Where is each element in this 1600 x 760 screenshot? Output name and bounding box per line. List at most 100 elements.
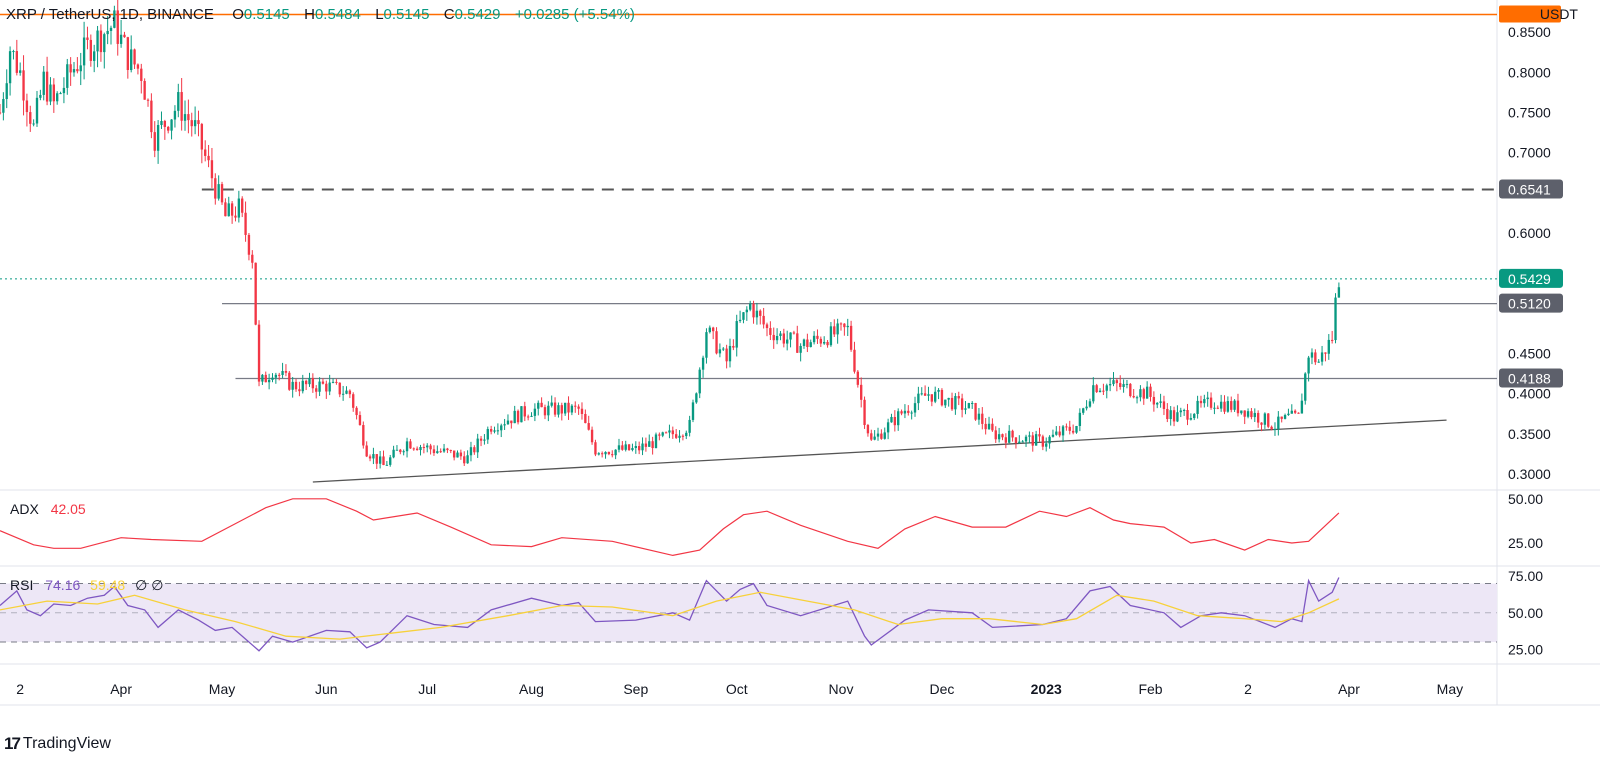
candle-body xyxy=(553,402,557,415)
candle-body xyxy=(604,451,607,455)
candle-body xyxy=(476,438,479,453)
candle-body xyxy=(116,10,119,44)
rsi-legend[interactable]: RSI 74.16 59.48 ∅ ∅ xyxy=(10,577,163,594)
candle-body xyxy=(463,456,466,464)
time-tick-2: May xyxy=(209,681,235,697)
candle-body xyxy=(1065,426,1068,428)
candle-body xyxy=(415,448,419,451)
candle-body xyxy=(1179,410,1182,413)
candle-body xyxy=(362,425,365,446)
candle-body xyxy=(849,325,853,350)
adx-legend[interactable]: ADX 42.05 xyxy=(10,501,86,517)
price-tick-1: 0.8000 xyxy=(1508,64,1551,80)
candle-body xyxy=(452,450,456,458)
candle-body xyxy=(621,445,624,450)
time-tick-9: Dec xyxy=(929,681,954,697)
candle-body xyxy=(987,423,991,430)
candle-body xyxy=(352,394,355,408)
candle-body xyxy=(981,413,984,424)
candle-body xyxy=(315,388,318,392)
candle-body xyxy=(597,453,600,455)
candle-body xyxy=(311,377,315,389)
candle-body xyxy=(1172,410,1176,422)
candle-body xyxy=(823,341,826,344)
candle-body xyxy=(1287,413,1290,416)
candle-body xyxy=(1219,401,1223,409)
candle-body xyxy=(812,335,816,343)
candle-body xyxy=(456,452,459,458)
candle-body xyxy=(1263,413,1267,425)
candle-body xyxy=(489,429,493,432)
price-marker-3-tag xyxy=(1499,368,1563,388)
symbol-header: XRP / TetherUS, 1D, BINANCE O0.5145 H0.5… xyxy=(6,6,635,23)
candle-body xyxy=(109,27,113,31)
candle-body xyxy=(967,403,971,409)
candle-body xyxy=(224,202,227,217)
candle-body xyxy=(12,51,15,53)
candle-body xyxy=(1159,401,1162,403)
candle-body xyxy=(880,433,883,439)
candle-body xyxy=(1085,406,1088,409)
candle-body xyxy=(56,93,59,102)
candle-body xyxy=(247,234,251,255)
candle-body xyxy=(82,37,86,66)
candle-body xyxy=(1270,426,1273,430)
candle-body xyxy=(89,39,93,61)
candle-body xyxy=(1314,352,1317,363)
candle-body xyxy=(570,405,574,413)
rsi-ma-value: 59.48 xyxy=(90,577,126,593)
candle-body xyxy=(611,454,614,456)
candle-body xyxy=(1310,352,1314,358)
candle-body xyxy=(860,384,863,400)
candle-body xyxy=(617,445,621,450)
candle-body xyxy=(786,339,789,344)
candle-body xyxy=(426,445,429,448)
candle-body xyxy=(876,433,880,437)
candle-body xyxy=(1021,441,1024,443)
candle-body xyxy=(1304,373,1307,401)
candle-body xyxy=(947,397,950,400)
candle-body xyxy=(214,178,217,199)
candle-body xyxy=(1152,396,1156,405)
candle-body xyxy=(210,160,214,179)
change-value: +0.0285 (+5.54%) xyxy=(514,6,635,23)
candle-body xyxy=(1045,443,1048,447)
candle-body xyxy=(126,37,130,71)
time-tick-13: Apr xyxy=(1338,681,1360,697)
tradingview-brand[interactable]: 17 TradingView xyxy=(4,734,111,754)
candle-body xyxy=(1240,410,1243,414)
candle-body xyxy=(940,389,944,406)
candle-body xyxy=(765,324,769,329)
candle-body xyxy=(1176,412,1179,422)
candle-body xyxy=(113,10,116,28)
rsi-tick-0: 75.00 xyxy=(1508,568,1543,584)
candle-body xyxy=(1115,380,1119,384)
candle-body xyxy=(59,93,62,95)
candle-body xyxy=(331,381,335,383)
candle-body xyxy=(1018,441,1021,443)
candle-body xyxy=(69,64,72,73)
candle-body xyxy=(991,423,994,431)
candle-body xyxy=(1041,436,1045,447)
high-value: 0.5484 xyxy=(314,6,361,23)
candle-body xyxy=(829,326,833,346)
candle-body xyxy=(903,410,907,414)
candle-body xyxy=(8,51,12,84)
candle-body xyxy=(718,349,722,354)
candle-body xyxy=(136,64,140,69)
candle-body xyxy=(271,377,274,380)
candle-body xyxy=(1011,430,1014,438)
candle-body xyxy=(409,441,412,449)
candle-body xyxy=(358,415,362,426)
candle-body xyxy=(782,333,785,344)
candle-body xyxy=(547,405,550,416)
candle-body xyxy=(1142,389,1145,399)
candle-body xyxy=(1098,390,1102,393)
candle-body xyxy=(833,326,836,335)
candle-body xyxy=(241,198,244,213)
candle-body xyxy=(163,121,167,127)
candle-body xyxy=(237,198,241,218)
candle-body xyxy=(119,34,123,44)
price-marker-1-label: 0.5429 xyxy=(1508,271,1551,287)
